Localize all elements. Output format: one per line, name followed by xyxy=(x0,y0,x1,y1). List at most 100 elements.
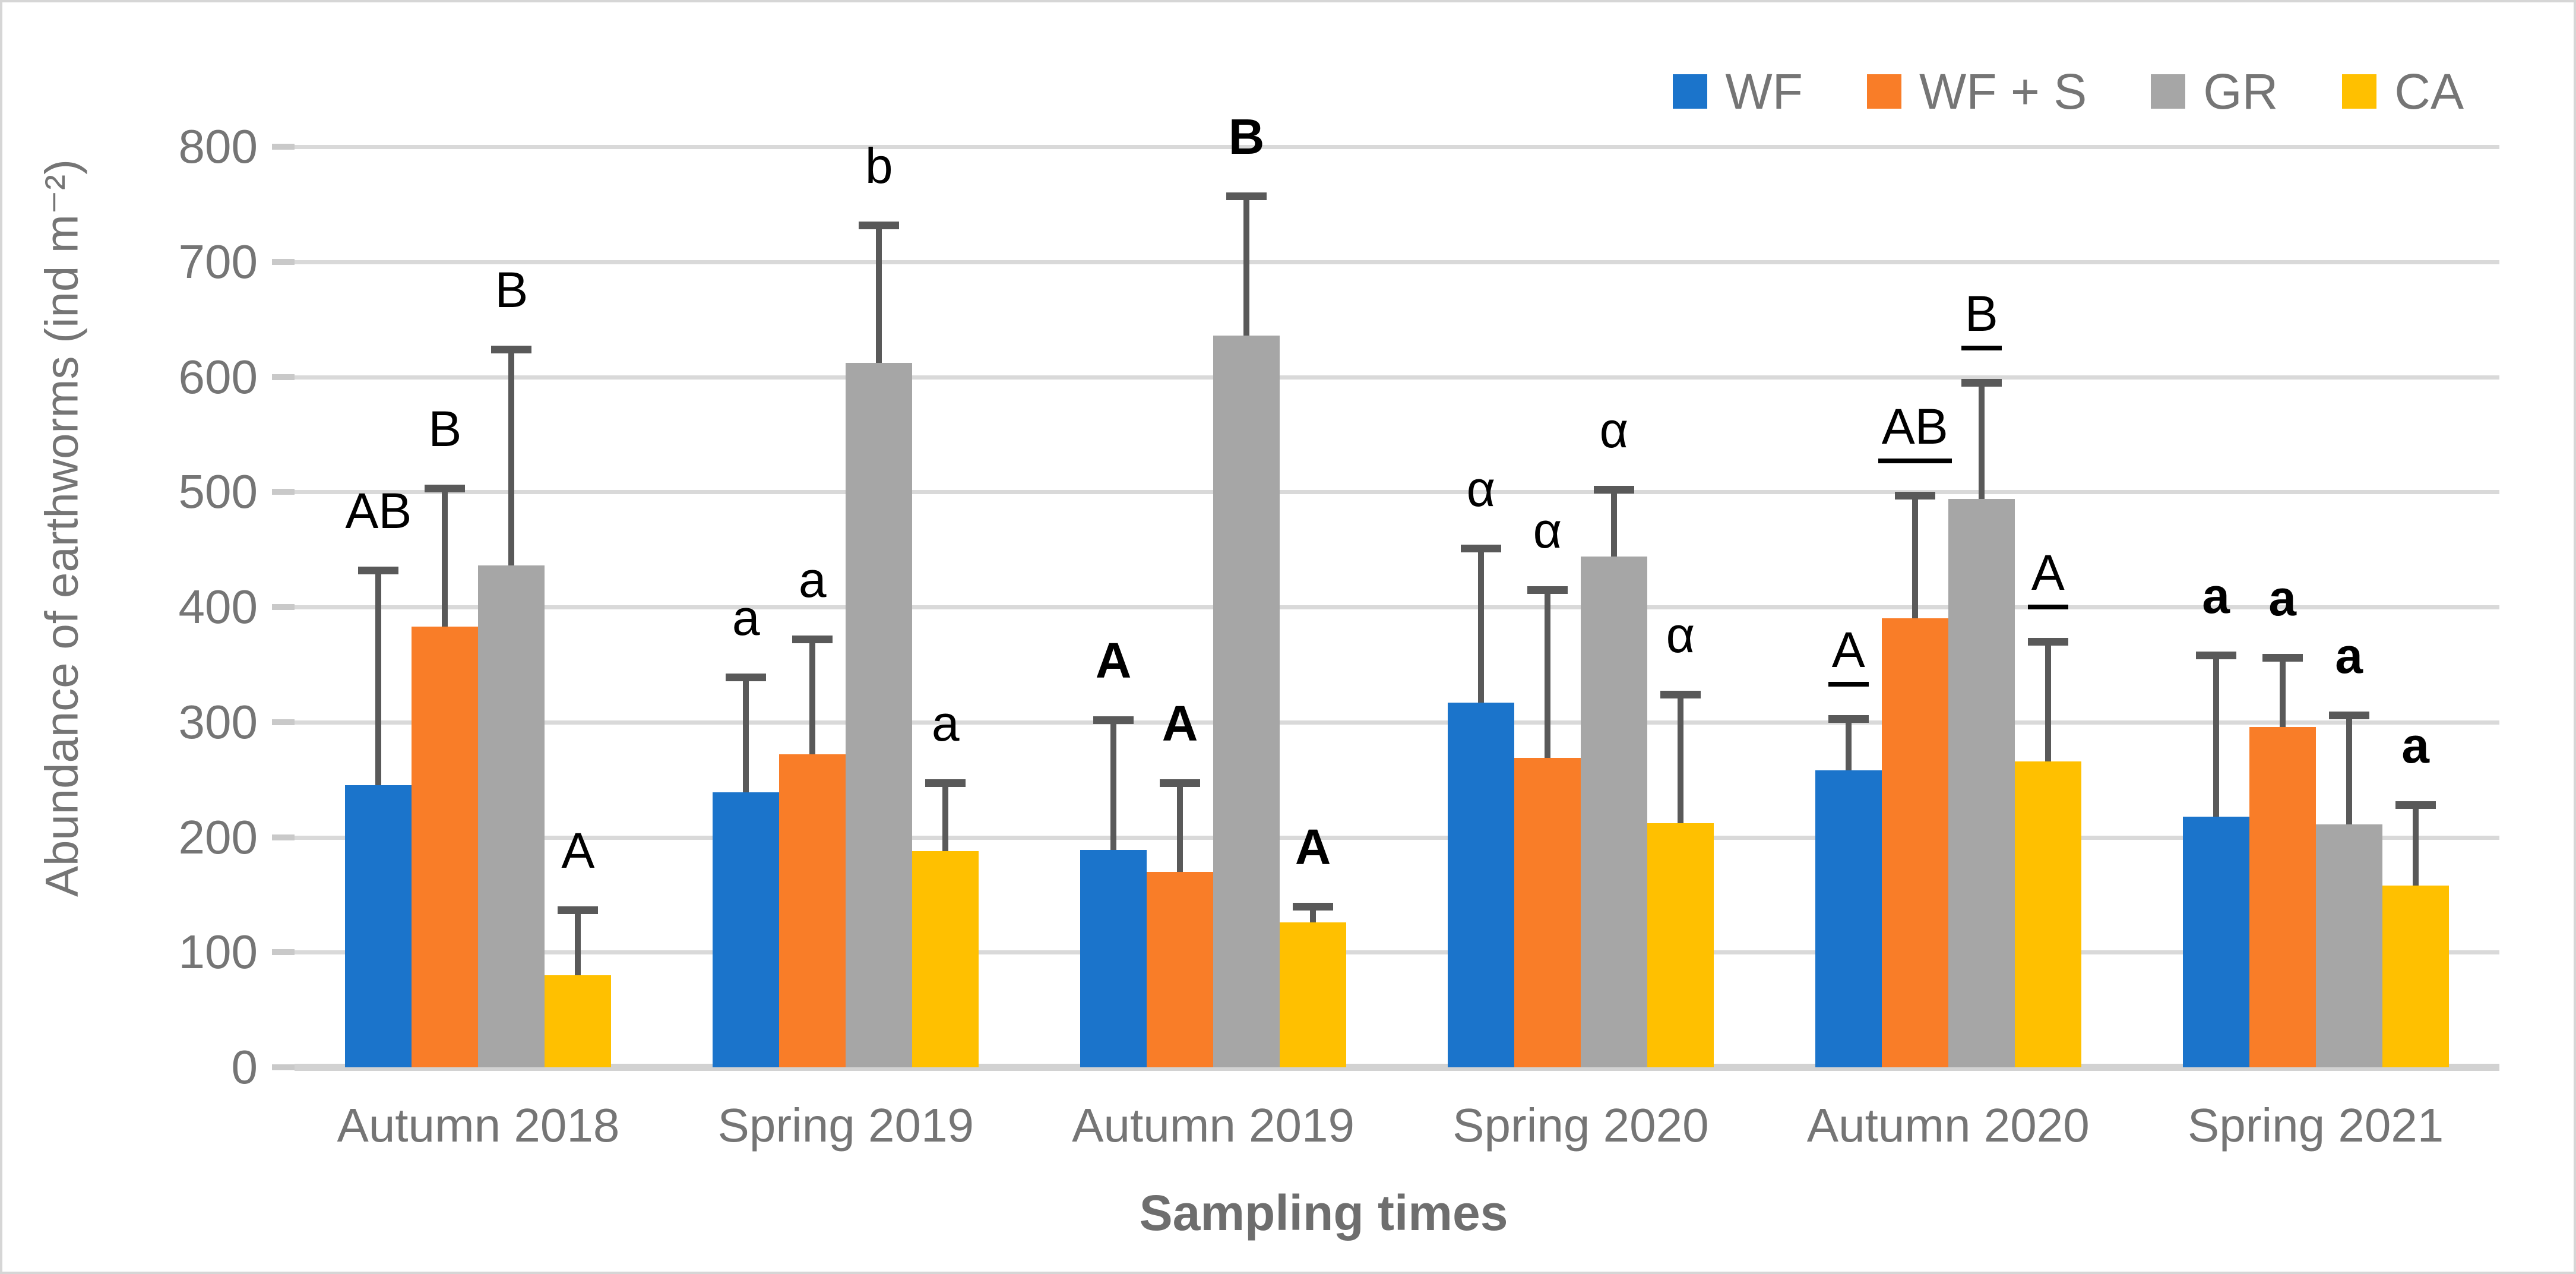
error-cap-CA-6 xyxy=(2395,801,2436,810)
legend-label: WF xyxy=(1725,64,1803,119)
error-bar-CA-3 xyxy=(1310,906,1317,922)
x-category-label-1: Autumn 2018 xyxy=(337,1099,620,1152)
significance-letter-text: AB xyxy=(1878,399,1952,464)
legend-item-wfs: WF + S xyxy=(1866,67,2087,116)
significance-letter-3-CA: A xyxy=(1194,820,1432,874)
bar-CA-1 xyxy=(545,975,612,1067)
error-bar-CA-2 xyxy=(942,783,949,851)
error-bar-GR-3 xyxy=(1243,196,1250,336)
bar-WF-6 xyxy=(2182,816,2249,1067)
y-tick-label-500: 500 xyxy=(178,465,258,519)
bar-CA-4 xyxy=(1647,823,1714,1067)
gridline-500 xyxy=(295,490,2499,495)
bar-WF+S-2 xyxy=(779,754,846,1067)
error-cap-WF-3 xyxy=(1093,716,1134,724)
significance-letter-1-CA: A xyxy=(459,823,697,878)
x-axis-title: Sampling times xyxy=(1139,1185,1508,1241)
error-cap-GR-5 xyxy=(1961,379,2002,387)
gridline-100 xyxy=(295,950,2499,955)
error-bar-GR-4 xyxy=(1610,489,1617,557)
bar-GR-6 xyxy=(2315,824,2382,1067)
legend-label: GR xyxy=(2203,64,2278,119)
error-cap-GR-6 xyxy=(2328,712,2369,720)
x-category-label-5: Autumn 2020 xyxy=(1806,1099,2090,1152)
bar-WF+S-1 xyxy=(412,626,479,1067)
significance-letter-text: α xyxy=(1599,402,1629,459)
significance-letter-5-GR: B xyxy=(1863,286,2100,351)
significance-letter-text: B xyxy=(1228,109,1265,165)
bar-WF-4 xyxy=(1447,702,1514,1067)
significance-letter-text: A xyxy=(1295,818,1331,875)
error-cap-WF-6 xyxy=(2195,652,2236,660)
y-tick-500 xyxy=(272,489,295,495)
error-cap-WF+S-4 xyxy=(1527,586,1568,594)
y-tick-label-0: 0 xyxy=(231,1041,258,1093)
error-bar-GR-2 xyxy=(876,225,882,363)
significance-letter-3-GR: B xyxy=(1128,109,1365,164)
error-cap-GR-4 xyxy=(1593,486,1634,494)
significance-letter-text: a xyxy=(2202,568,2230,624)
significance-letter-text: α xyxy=(1533,502,1562,558)
error-bar-WF-2 xyxy=(743,677,749,792)
significance-letter-2-WF+S: a xyxy=(694,552,931,607)
error-bar-WF+S-5 xyxy=(1912,495,1918,619)
significance-letter-text: A xyxy=(1095,632,1132,688)
legend-swatch-icon xyxy=(1673,74,1708,109)
y-tick-label-300: 300 xyxy=(178,695,258,748)
error-cap-WF-2 xyxy=(726,674,767,682)
bar-CA-6 xyxy=(2382,885,2449,1067)
significance-letter-text: A xyxy=(561,822,595,878)
error-bar-WF-4 xyxy=(1477,548,1484,703)
error-bar-WF-3 xyxy=(1110,719,1117,850)
significance-letter-2-CA: a xyxy=(827,696,1064,751)
gridline-600 xyxy=(295,375,2499,380)
significance-letter-2-GR: b xyxy=(760,138,998,193)
significance-letter-5-WF: A xyxy=(1730,622,1967,687)
legend-item-wf: WF xyxy=(1673,67,1803,116)
significance-letter-6-CA: a xyxy=(2297,718,2534,773)
significance-letter-6-WF+S: a xyxy=(2164,571,2401,625)
legend-swatch-icon xyxy=(2151,74,2186,109)
error-cap-WF-5 xyxy=(1828,715,1869,723)
significance-letter-5-CA: A xyxy=(1929,545,2167,610)
x-axis-line xyxy=(295,1064,2499,1071)
significance-letter-text: AB xyxy=(345,483,412,539)
error-cap-WF+S-1 xyxy=(425,485,466,493)
error-cap-WF+S-2 xyxy=(792,636,833,644)
y-tick-100 xyxy=(272,949,295,956)
significance-letter-text: a xyxy=(732,590,760,646)
error-bar-WF-5 xyxy=(1845,718,1852,771)
y-tick-300 xyxy=(272,719,295,725)
error-bar-WF+S-3 xyxy=(1177,783,1183,872)
chart-legend: WF WF + S GR CA xyxy=(1673,67,2464,116)
gridline-800 xyxy=(295,145,2499,149)
y-tick-label-200: 200 xyxy=(178,810,258,864)
significance-letter-text: A xyxy=(2027,545,2068,610)
error-bar-WF+S-6 xyxy=(2279,657,2286,727)
significance-letter-text: a xyxy=(931,696,960,752)
error-bar-WF+S-1 xyxy=(442,488,448,627)
significance-letter-3-WF: A xyxy=(995,633,1232,688)
significance-letter-4-WF: α xyxy=(1362,461,1600,516)
bar-CA-3 xyxy=(1280,922,1347,1067)
bar-GR-1 xyxy=(478,565,545,1067)
y-tick-label-400: 400 xyxy=(178,580,258,633)
y-tick-label-700: 700 xyxy=(178,235,258,288)
bar-GR-4 xyxy=(1580,556,1647,1067)
error-bar-WF-6 xyxy=(2213,655,2219,817)
gridline-700 xyxy=(295,260,2499,264)
significance-letter-text: B xyxy=(1961,286,2002,351)
bar-GR-5 xyxy=(1948,498,2015,1067)
significance-letter-6-WF: a xyxy=(2097,568,2335,623)
error-bar-GR-1 xyxy=(508,349,515,566)
significance-letter-1-WF+S: B xyxy=(326,402,564,456)
significance-letter-5-WF+S: AB xyxy=(1796,399,2034,464)
error-bar-CA-1 xyxy=(575,909,581,975)
error-cap-WF-1 xyxy=(358,567,399,574)
bar-GR-2 xyxy=(846,363,913,1067)
legend-swatch-icon xyxy=(1866,74,1901,109)
significance-letter-3-WF+S: A xyxy=(1061,696,1299,751)
significance-letter-4-GR: α xyxy=(1495,403,1733,457)
error-bar-WF+S-2 xyxy=(809,639,816,754)
